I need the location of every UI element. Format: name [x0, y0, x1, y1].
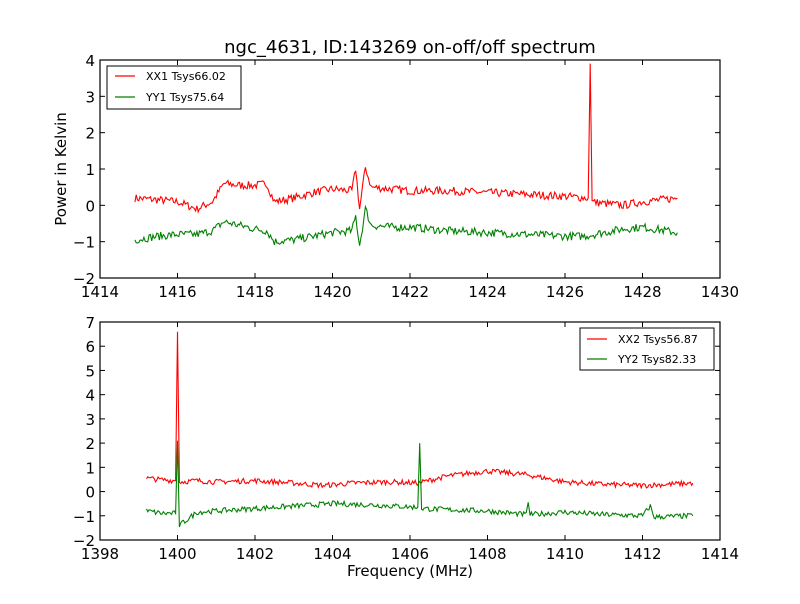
y-tick-label: 5 — [85, 362, 95, 380]
y-tick-label: −2 — [73, 532, 95, 550]
series-line-xx1 — [134, 63, 678, 214]
y-tick-label: 2 — [85, 125, 95, 143]
y-tick-label: −2 — [73, 270, 95, 288]
x-tick-label: 1428 — [623, 283, 661, 301]
y-tick-label: 2 — [85, 435, 95, 453]
x-tick-label: 1426 — [546, 283, 584, 301]
y-tick-label: −1 — [73, 234, 95, 252]
y-tick-label: 4 — [85, 52, 95, 70]
bottom-plot: 1398 1400 1402 1404 1406 1408 1410 1412 1414−2−1… — [73, 314, 739, 563]
y-tick-label: 0 — [85, 484, 95, 502]
top-legend: XX1 Tsys66.02 YY1 Tsys75.64 — [106, 65, 242, 110]
legend-label-xx2: XX2 Tsys56.87 — [618, 333, 698, 346]
y-tick-label: −1 — [73, 508, 95, 526]
x-tick-label: 1416 — [158, 283, 196, 301]
y-tick-label: 4 — [85, 387, 95, 405]
y-tick-label: 7 — [85, 314, 95, 332]
y-tick-label: 1 — [85, 161, 95, 179]
x-tick-label: 1420 — [313, 283, 351, 301]
bottom-legend: XX2 Tsys56.87 YY2 Tsys82.33 — [579, 327, 715, 371]
x-tick-label: 1418 — [236, 283, 274, 301]
legend-label-xx1: XX1 Tsys66.02 — [146, 70, 226, 83]
x-tick-label: 1402 — [236, 545, 274, 563]
series-line-yy1 — [134, 204, 678, 246]
y-tick-label: 0 — [85, 197, 95, 215]
y-tick-label: 3 — [85, 88, 95, 106]
x-axis-label: Frequency (MHz) — [347, 562, 473, 580]
y-tick-label: 6 — [85, 338, 95, 356]
legend-label-yy1: YY1 Tsys75.64 — [145, 91, 224, 104]
x-tick-label: 1404 — [313, 545, 351, 563]
x-tick-label: 1410 — [546, 545, 584, 563]
chart-title: ngc_4631, ID:143269 on-off/off spectrum — [224, 37, 596, 58]
x-tick-label: 1398 — [81, 545, 119, 563]
x-tick-label: 1414 — [701, 545, 739, 563]
top-plot: 1414 1416 1418 1420 1422 1424 1426 1428 1430−2−1… — [73, 52, 739, 301]
x-tick-label: 1400 — [158, 545, 196, 563]
x-tick-label: 1414 — [81, 283, 119, 301]
y-tick-label: 3 — [85, 411, 95, 429]
x-tick-label: 1430 — [701, 283, 739, 301]
legend-frame — [106, 65, 242, 110]
x-tick-label: 1406 — [391, 545, 429, 563]
x-tick-label: 1424 — [468, 283, 506, 301]
legend-label-yy2: YY2 Tsys82.33 — [617, 353, 696, 366]
x-tick-label: 1412 — [623, 545, 661, 563]
legend-frame — [579, 327, 715, 371]
series-line-yy2 — [145, 440, 694, 528]
x-tick-label: 1422 — [391, 283, 429, 301]
x-tick-label: 1408 — [468, 545, 506, 563]
y-axis-label: Power in Kelvin — [52, 112, 70, 226]
y-tick-label: 1 — [85, 459, 95, 477]
